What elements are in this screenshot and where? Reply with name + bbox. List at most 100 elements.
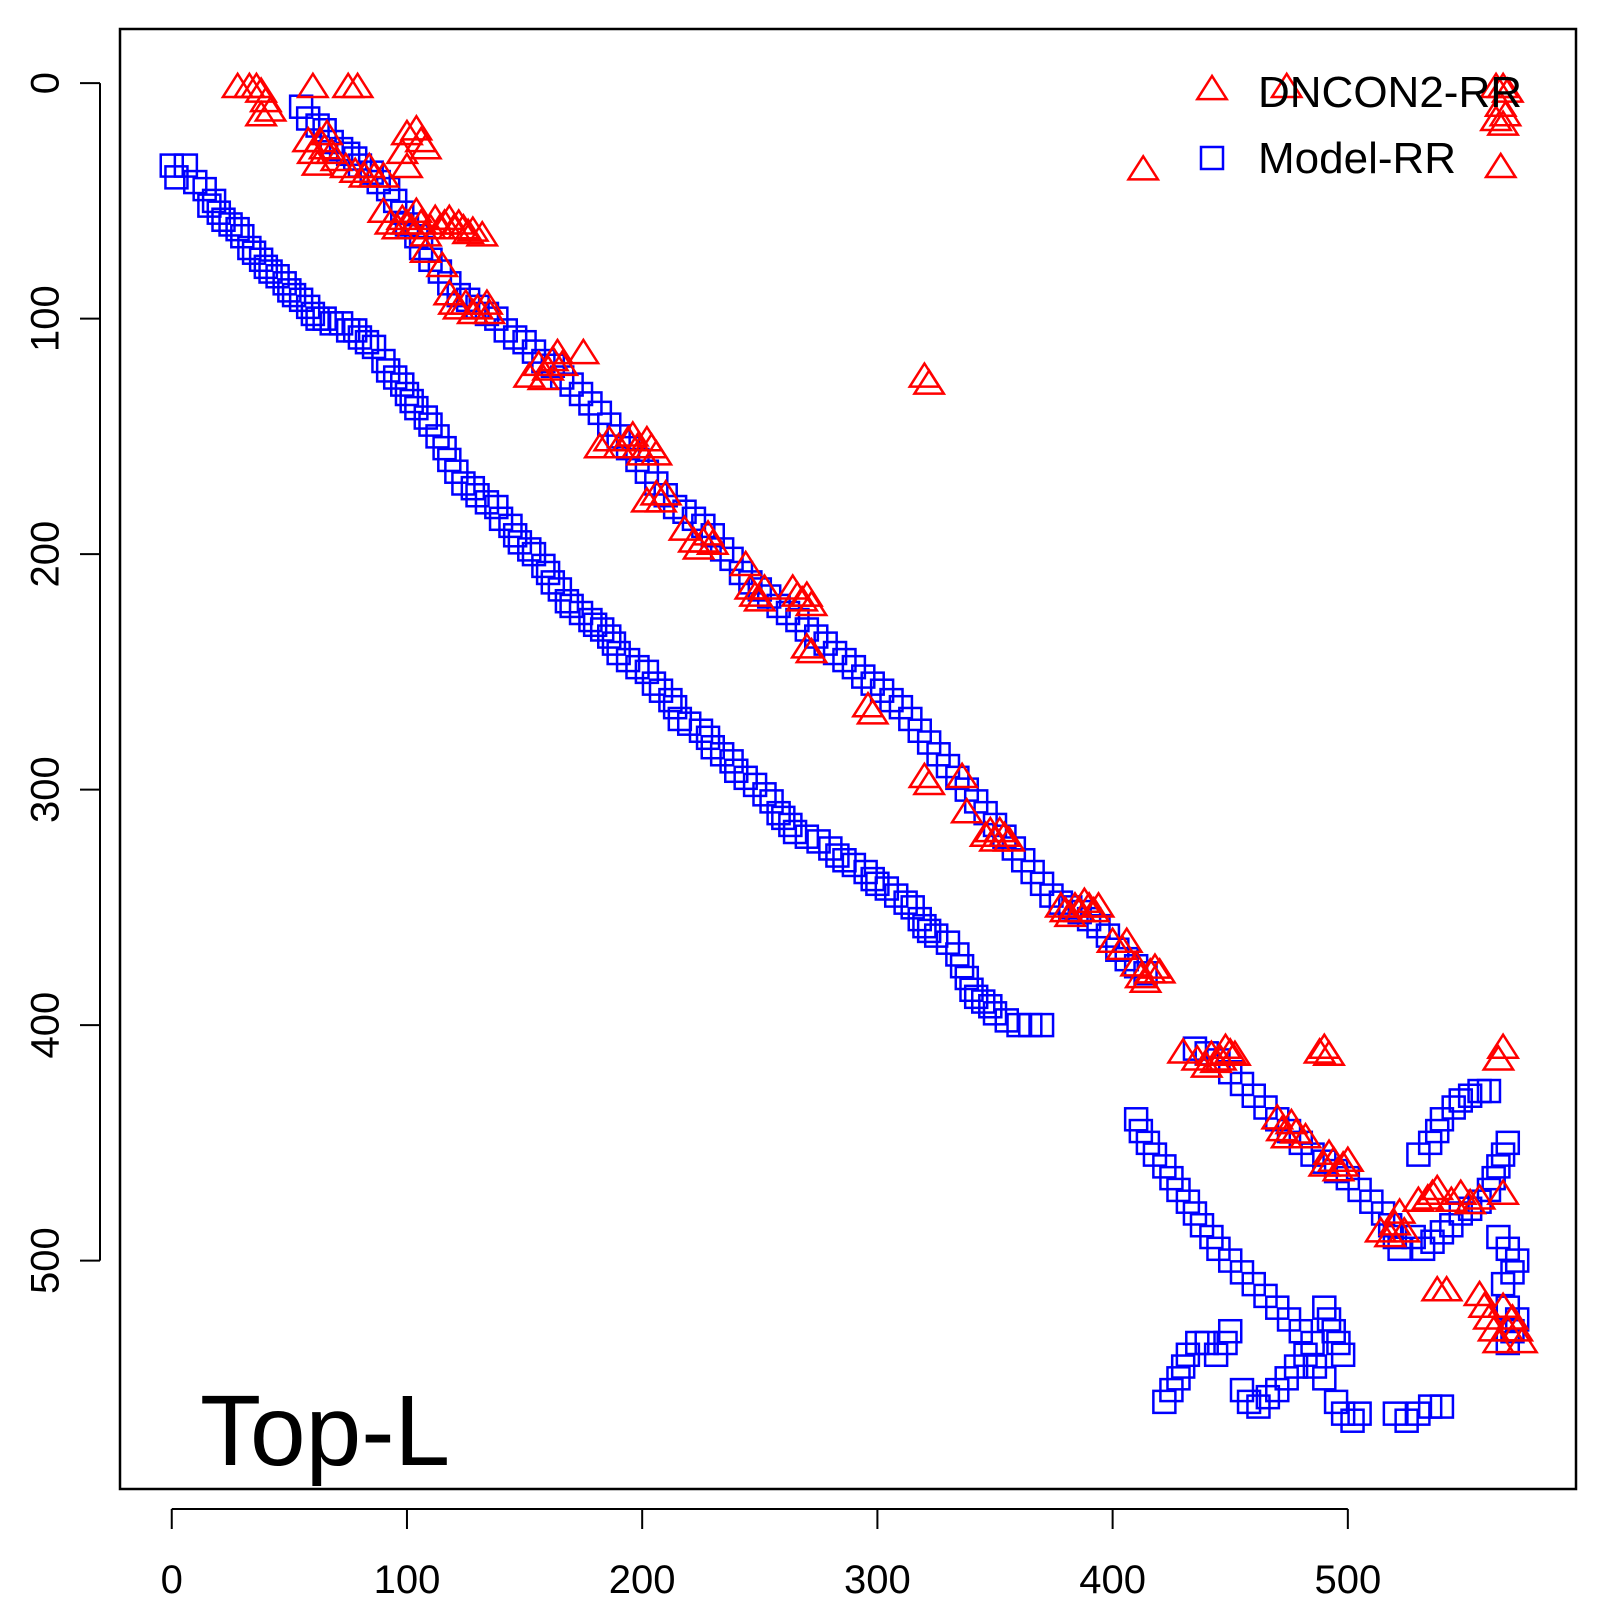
data-point-square — [978, 994, 1003, 1019]
data-point-triangle — [1415, 1178, 1450, 1205]
data-point-triangle — [1462, 1279, 1497, 1307]
data-point-triangle — [1260, 1102, 1295, 1130]
data-point-square — [502, 523, 528, 548]
data-point-triangle — [1279, 1117, 1314, 1144]
x-tick-label: 400 — [1079, 1558, 1146, 1600]
data-point-triangle — [394, 212, 429, 240]
data-point-square — [498, 513, 523, 539]
data-point-square — [1255, 1384, 1281, 1410]
data-point-triangle — [389, 151, 424, 179]
data-point-square — [1330, 1401, 1356, 1426]
data-point-triangle — [907, 761, 942, 789]
data-point-triangle — [1467, 1291, 1502, 1319]
data-point-triangle — [446, 212, 481, 240]
data-point-triangle — [1429, 1274, 1464, 1302]
data-point-triangle — [408, 236, 443, 264]
data-point-square — [404, 395, 429, 421]
x-tick-label: 100 — [374, 1558, 441, 1600]
data-point-square — [728, 560, 754, 586]
data-point-square — [1347, 1401, 1372, 1426]
data-point-triangle — [1330, 1145, 1365, 1173]
data-point-square — [559, 593, 584, 619]
series-model-rr — [159, 94, 1530, 1433]
data-point-triangle — [1479, 104, 1514, 132]
data-point-triangle — [399, 196, 434, 224]
x-axis: 0 100 200 300 400 500 — [161, 1508, 1381, 1600]
legend-label: DNCON2-RR — [1258, 68, 1522, 117]
data-point-triangle — [1321, 1154, 1356, 1182]
data-point-triangle — [1420, 1173, 1455, 1201]
data-point-triangle — [340, 71, 375, 99]
data-point-square — [568, 381, 594, 407]
data-point-triangle — [1142, 956, 1177, 984]
data-point-triangle — [648, 478, 683, 506]
data-point-triangle — [1119, 949, 1154, 977]
data-point-square — [825, 843, 850, 868]
data-point-square — [1448, 1088, 1473, 1113]
data-point-square — [752, 782, 777, 807]
data-point-triangle — [295, 71, 330, 99]
data-point-square — [719, 749, 744, 774]
data-point-triangle — [1486, 1291, 1521, 1319]
data-point-square — [700, 523, 725, 548]
data-point-square — [361, 334, 387, 360]
data-point-square — [869, 678, 895, 703]
data-point-square — [625, 654, 650, 680]
data-point-square — [559, 372, 584, 397]
data-point-square — [399, 388, 424, 414]
data-point-square — [1420, 1229, 1445, 1254]
data-point-triangle — [667, 514, 702, 541]
data-point-square — [197, 193, 222, 218]
data-point-square — [1217, 1318, 1243, 1344]
data-point-triangle — [566, 337, 601, 365]
data-point-triangle — [1495, 1303, 1530, 1330]
data-point-triangle — [1302, 1037, 1337, 1064]
data-point-triangle — [1312, 1039, 1346, 1067]
data-point-square — [860, 671, 885, 696]
data-point-square — [173, 153, 199, 178]
data-point-triangle — [738, 580, 773, 607]
data-point-triangle — [1434, 1185, 1469, 1213]
data-point-square — [1410, 1236, 1436, 1262]
data-point-square — [747, 577, 773, 602]
data-point-square — [1457, 1083, 1483, 1108]
data-point-triangle — [1410, 1183, 1445, 1210]
data-point-triangle — [310, 118, 344, 146]
data-point-square — [733, 765, 758, 791]
data-point-square — [1246, 1394, 1271, 1419]
data-point-triangle — [253, 95, 288, 122]
data-point-square — [648, 678, 674, 703]
data-point-triangle — [328, 151, 363, 179]
data-point-triangle — [373, 208, 408, 235]
data-point-square — [375, 358, 401, 383]
data-point-triangle — [389, 118, 424, 146]
data-point-triangle — [789, 631, 824, 659]
data-point-square — [354, 329, 380, 355]
data-point-square — [540, 570, 566, 595]
data-point-triangle — [239, 71, 274, 99]
y-tick-label: 0 — [24, 72, 68, 94]
data-point-triangle — [244, 99, 279, 127]
data-point-triangle — [1363, 1215, 1398, 1243]
data-point-triangle — [1288, 1121, 1323, 1149]
data-point-square — [691, 513, 716, 539]
data-point-square — [785, 607, 810, 633]
data-point-triangle — [1126, 153, 1161, 181]
x-tick-label: 300 — [844, 1558, 911, 1600]
data-point-square — [794, 617, 820, 642]
data-point-triangle — [1213, 1037, 1248, 1064]
data-point-triangle — [785, 584, 820, 612]
data-point-square — [1330, 1342, 1356, 1368]
data-point-square — [709, 537, 735, 562]
data-point-triangle — [1326, 1150, 1361, 1177]
data-point-square — [719, 546, 744, 572]
data-point-triangle — [1504, 1326, 1539, 1354]
data-point-triangle — [1166, 1037, 1201, 1064]
data-point-square — [851, 664, 876, 689]
data-point-triangle — [352, 151, 387, 179]
data-point-triangle — [399, 113, 434, 141]
data-point-triangle — [425, 250, 460, 278]
data-point-triangle — [1269, 1121, 1304, 1149]
data-point-square — [879, 687, 904, 713]
data-point-triangle — [794, 589, 829, 617]
